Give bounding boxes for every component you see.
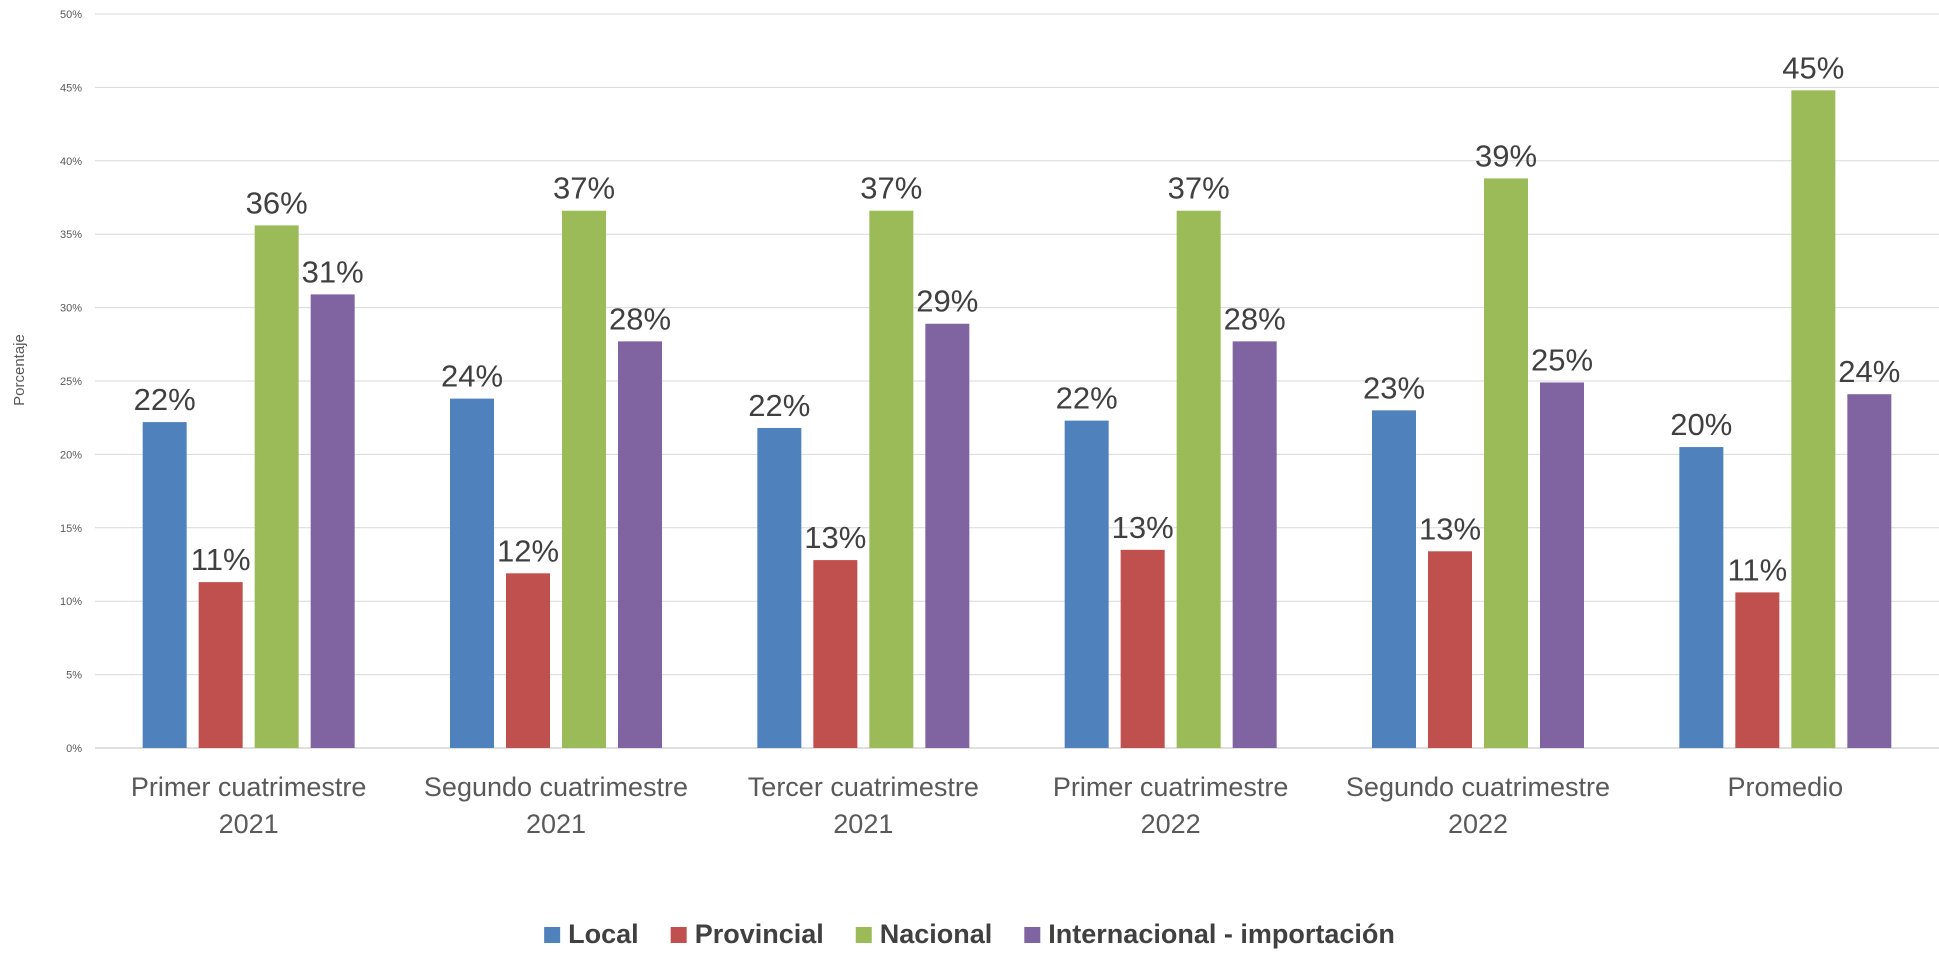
bar <box>1540 382 1584 748</box>
category-label: 2021 <box>833 809 893 839</box>
data-label: 24% <box>1838 354 1900 389</box>
y-tick-label: 20% <box>60 449 82 461</box>
bar <box>869 210 914 748</box>
legend: Local Provincial Nacional Internacional - i… <box>544 919 1395 949</box>
bar <box>1679 447 1724 748</box>
legend-item: Internacional - importación <box>1024 919 1395 949</box>
bar <box>1791 90 1836 748</box>
legend-label: Local <box>568 919 639 949</box>
y-tick-label: 0% <box>66 743 82 755</box>
data-label: 11% <box>191 542 251 577</box>
legend-swatch <box>855 927 872 943</box>
data-label: 31% <box>302 254 364 289</box>
bar <box>1735 592 1780 748</box>
y-tick-label: 50% <box>60 9 82 21</box>
category-label: 2022 <box>1448 809 1508 839</box>
bar <box>142 422 187 748</box>
data-label: 37% <box>553 171 615 206</box>
data-label: 37% <box>1168 171 1230 206</box>
bar <box>506 573 550 748</box>
legend-item: Local <box>544 919 639 949</box>
category-label: Primer cuatrimestre <box>131 772 367 802</box>
bar <box>1064 420 1109 748</box>
bar <box>562 210 606 748</box>
data-label: 12% <box>497 533 559 568</box>
data-label: 22% <box>1056 381 1118 416</box>
y-tick-label: 35% <box>60 229 82 241</box>
legend-item: Nacional <box>855 919 993 949</box>
legend-label: Internacional - importación <box>1048 919 1395 949</box>
data-label: 28% <box>609 301 671 336</box>
y-tick-label: 5% <box>66 670 82 682</box>
bar <box>1176 210 1221 748</box>
category-label: Promedio <box>1728 772 1844 802</box>
bar <box>813 560 858 748</box>
bar <box>1847 394 1892 748</box>
y-tick-label: 25% <box>60 376 82 388</box>
bar <box>450 398 494 748</box>
data-label: 24% <box>441 359 503 394</box>
data-label: 28% <box>1224 301 1286 336</box>
y-tick-label: 15% <box>60 523 82 535</box>
bar <box>1120 549 1165 748</box>
gridlines <box>95 13 1939 749</box>
legend-swatch <box>670 927 687 943</box>
data-label: 37% <box>860 171 922 206</box>
data-label: 11% <box>1727 552 1787 587</box>
category-label: 2022 <box>1141 809 1201 839</box>
data-label: 23% <box>1363 370 1425 405</box>
category-label: Segundo cuatrimestre <box>1346 772 1610 802</box>
data-label: 13% <box>804 520 866 555</box>
bar <box>1428 551 1472 748</box>
legend-swatch <box>1024 927 1041 943</box>
data-label: 20% <box>1670 407 1732 442</box>
bar <box>1484 178 1528 748</box>
y-tick-label: 45% <box>60 82 82 94</box>
category-label: Segundo cuatrimestre <box>424 772 688 802</box>
data-label: 36% <box>246 185 308 220</box>
category-label: Tercer cuatrimestre <box>748 772 979 802</box>
bar <box>310 294 355 748</box>
category-label: 2021 <box>219 809 279 839</box>
y-tick-label: 10% <box>60 596 82 608</box>
y-axis-label: Porcentaje <box>11 334 28 406</box>
bar <box>757 427 802 748</box>
data-label: 39% <box>1475 138 1537 173</box>
bar <box>1372 410 1416 748</box>
data-label: 13% <box>1112 510 1174 545</box>
legend-item: Provincial <box>670 919 824 949</box>
bar <box>925 323 970 748</box>
category-label: Primer cuatrimestre <box>1053 772 1289 802</box>
data-label: 29% <box>916 284 978 319</box>
y-axis-ticks: 0% 5% 10% 15% 20% 25% 30% 35% 40% 45% 50% <box>60 9 82 755</box>
data-label: 13% <box>1419 511 1481 546</box>
bar <box>254 225 299 749</box>
x-axis-categories: Primer cuatrimestre 2021 Segundo cuatrimes… <box>131 772 1843 839</box>
data-label: 45% <box>1782 50 1844 85</box>
category-label: 2021 <box>526 809 586 839</box>
legend-swatch <box>544 927 561 943</box>
data-labels: 22% 11% 36% 31% 24% 12% 37% 28% 22% 13% 37% 29% 22% 1… <box>134 50 1901 587</box>
legend-label: Nacional <box>880 919 993 949</box>
bar <box>618 341 662 748</box>
bar <box>1232 341 1277 748</box>
data-label: 22% <box>134 382 196 417</box>
data-label: 25% <box>1531 342 1593 377</box>
y-tick-label: 30% <box>60 303 82 315</box>
bars <box>142 90 1892 749</box>
y-tick-label: 40% <box>60 156 82 168</box>
bar <box>198 582 243 748</box>
data-label: 22% <box>748 388 810 423</box>
legend-label: Provincial <box>695 919 824 949</box>
